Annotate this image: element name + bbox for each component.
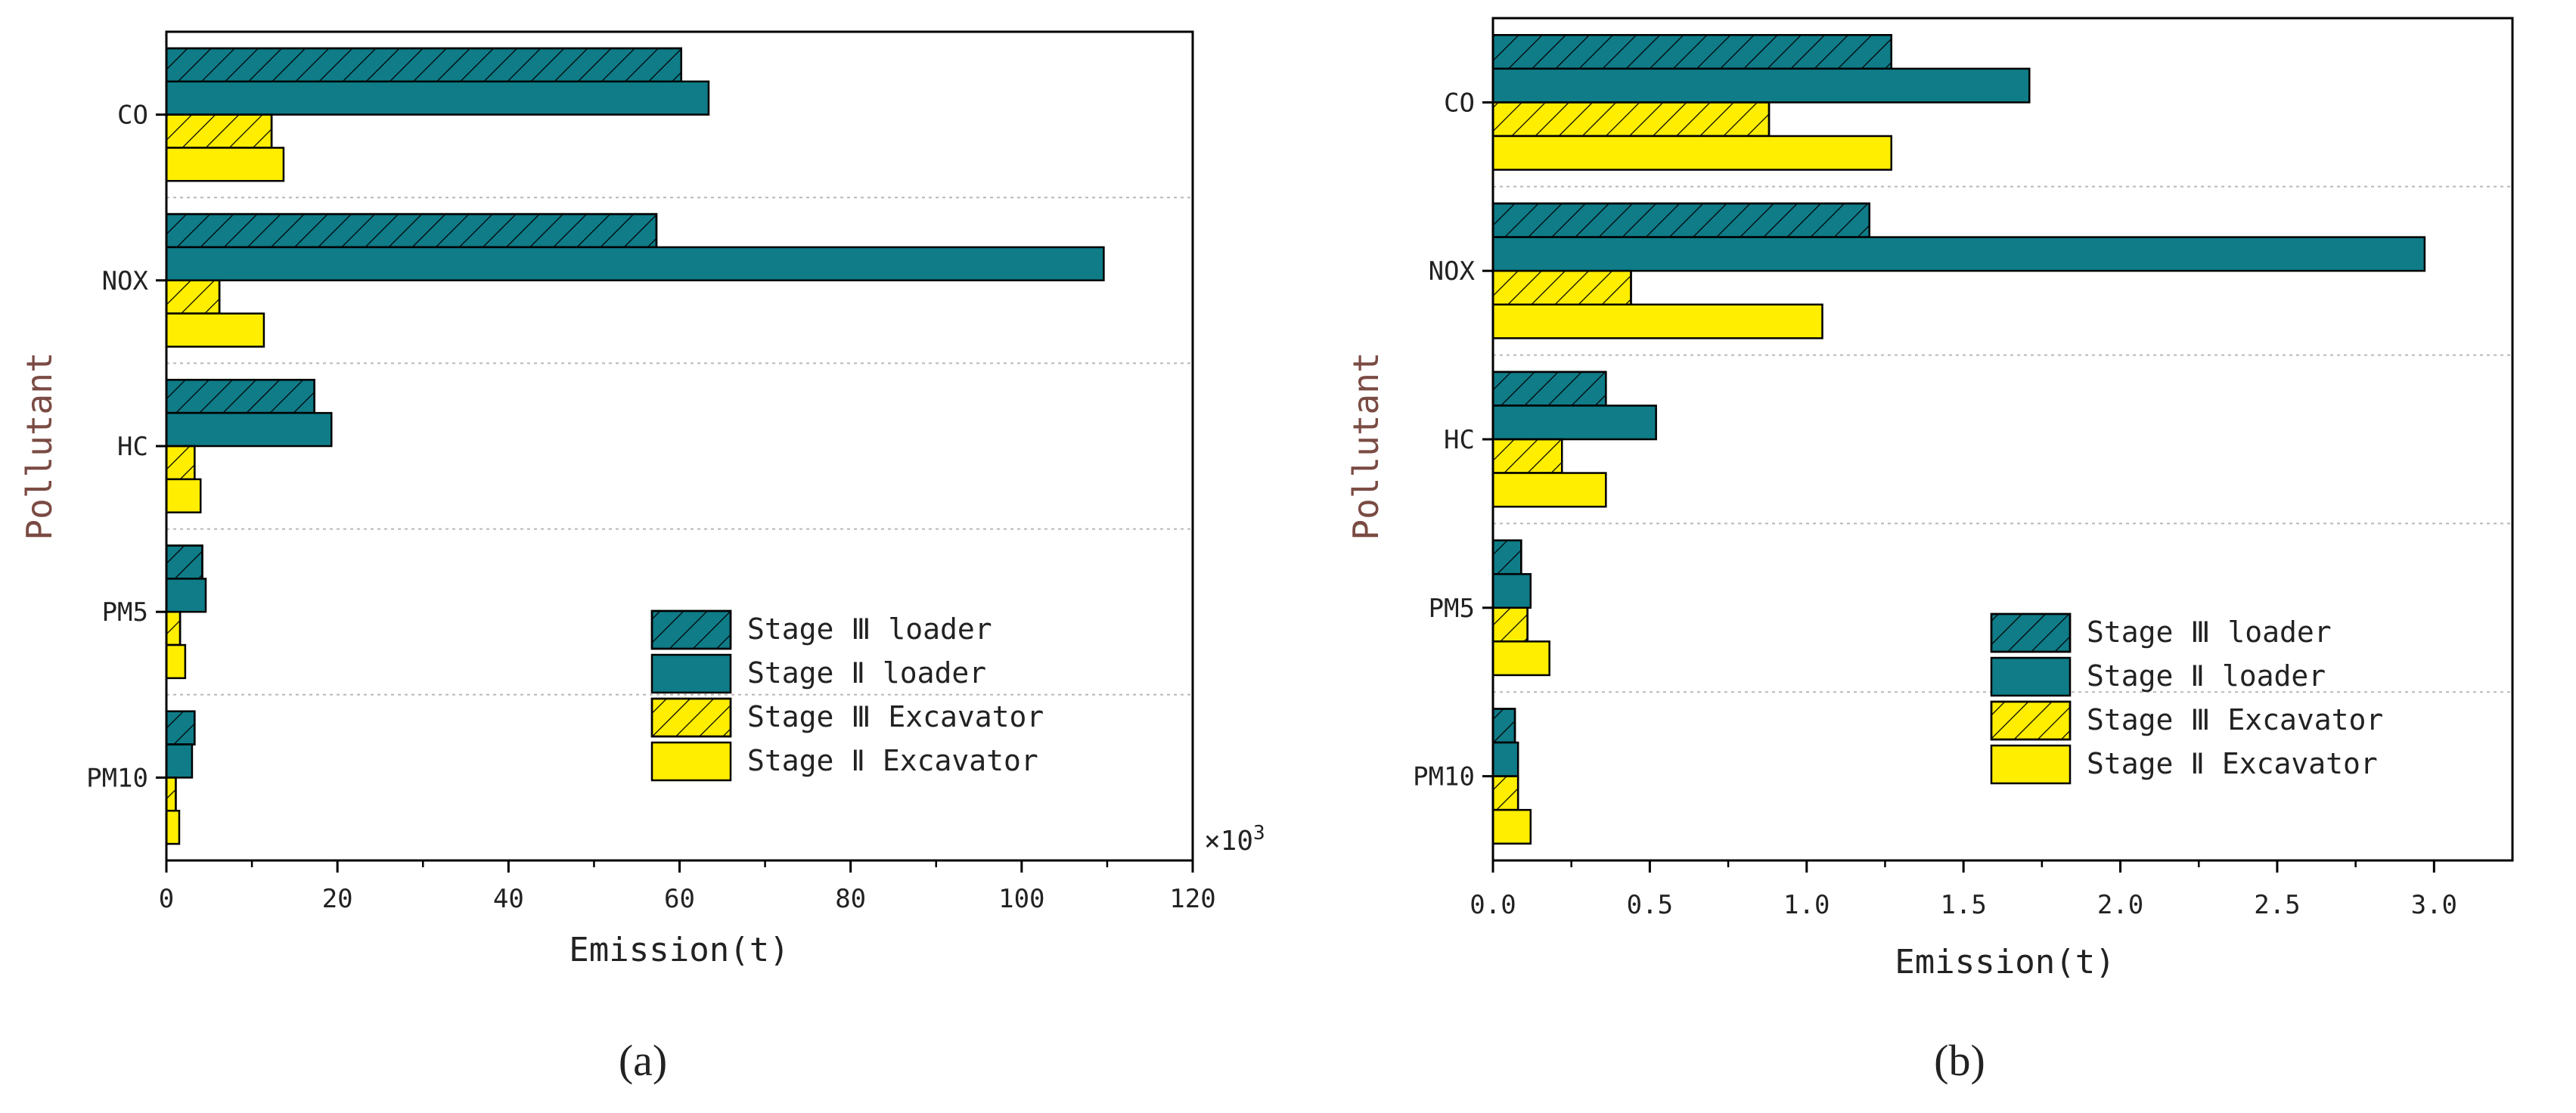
bar-nox-series-1 (1491, 236, 2426, 272)
panel-a: CO NOX HC PM5 PM10 0 20 40 60 80 100 120 ×103 Emissio… (19, 30, 1265, 1085)
bar-pm10-series-1 (165, 743, 194, 779)
legend-swatch-hatch-0 (1990, 612, 2072, 653)
x-tick-label: 0 (159, 884, 174, 914)
bar-pm5-series-1 (165, 578, 207, 613)
bar-nox-series-1 (165, 246, 1105, 282)
bar-hc-series-1 (1491, 405, 1657, 441)
legend-swatch-hatch-2 (1990, 700, 2072, 741)
bar-pm10-series-1 (1491, 741, 1519, 777)
legend-swatch-3 (1990, 744, 2072, 785)
y-tick-label-pm5: PM5 (102, 597, 148, 628)
panel-b: CO NOX HC PM5 PM10 0.0 0.5 1.0 1.5 2.0 2.5 3.0 Emiss… (1345, 17, 2514, 1085)
y-tick-label-pm10: PM10 (86, 763, 148, 793)
y-tick-label-hc: HC (117, 432, 148, 462)
bar-hatch-pm5-series-0 (165, 544, 203, 580)
legend-swatch-hatch-2 (650, 697, 732, 738)
y-tick-label-co: CO (1444, 88, 1475, 118)
bar-hc-series-3 (1491, 472, 1607, 508)
legend-swatch-1 (650, 653, 732, 694)
x-tick-label: 60 (664, 884, 695, 914)
bar-hatch-pm10-series-2 (165, 777, 177, 812)
legend-label-3: Stage Ⅱ Excavator (747, 744, 1038, 777)
bar-pm10-series-3 (1491, 808, 1532, 845)
legend-swatch-hatch-0 (650, 609, 732, 650)
bar-hatch-pm10-series-2 (1491, 775, 1519, 811)
bar-hatch-co-series-2 (165, 113, 273, 149)
x-multiplier-label: ×103 (1204, 822, 1265, 857)
bar-hatch-co-series-0 (165, 47, 683, 83)
bar-hatch-co-series-0 (1491, 34, 1893, 70)
x-tick-label: 2.0 (2097, 890, 2143, 920)
bar-co-series-3 (165, 147, 285, 182)
x-tick-label: 20 (322, 884, 353, 914)
legend-label-1: Stage Ⅱ loader (747, 656, 986, 690)
y-axis-title: Pollutant (19, 352, 60, 540)
legend-label-1: Stage Ⅱ loader (2087, 659, 2326, 693)
bar-hatch-nox-series-0 (1491, 202, 1870, 238)
bar-hatch-nox-series-0 (165, 212, 658, 249)
x-tick-label: 120 (1169, 884, 1215, 914)
x-tick-label: 1.0 (1783, 890, 1830, 920)
bar-pm5-series-3 (1491, 640, 1550, 677)
legend-label-0: Stage Ⅲ loader (2087, 615, 2332, 649)
bar-pm5-series-3 (165, 643, 187, 680)
bar-co-series-3 (1491, 135, 1893, 171)
bar-hatch-hc-series-2 (165, 445, 196, 481)
bar-hatch-co-series-2 (1491, 101, 1771, 138)
y-tick-label-nox: NOX (1429, 256, 1476, 287)
panel-label: (b) (1934, 1036, 1985, 1085)
bar-hatch-nox-series-2 (1491, 269, 1632, 306)
bar-hatch-pm5-series-2 (165, 610, 182, 646)
x-tick-label: 0.5 (1627, 890, 1673, 920)
legend-swatch-1 (1990, 656, 2072, 697)
x-tick-label: 1.5 (1940, 890, 1986, 920)
x-axis-title: Emission(t) (1895, 943, 2115, 981)
bar-hatch-nox-series-2 (165, 279, 221, 315)
y-tick-label-pm5: PM5 (1429, 594, 1475, 624)
bar-hc-series-1 (165, 411, 333, 448)
x-multiplier-exp: 3 (1253, 822, 1265, 845)
bar-hc-series-3 (165, 478, 202, 513)
bar-co-series-1 (165, 80, 710, 116)
legend-label-3: Stage Ⅱ Excavator (2087, 747, 2378, 780)
bar-pm5-series-1 (1491, 572, 1532, 609)
x-tick-label: 2.5 (2254, 890, 2300, 920)
legend-swatch-3 (650, 741, 732, 782)
bar-hatch-hc-series-0 (165, 379, 315, 414)
x-multiplier-base: ×10 (1204, 826, 1253, 857)
bar-nox-series-3 (165, 312, 265, 348)
x-tick-label: 3.0 (2411, 890, 2457, 920)
legend: Stage Ⅲ loader Stage Ⅱ loader Stage Ⅲ Exca… (1990, 612, 2383, 785)
bar-pm10-series-3 (165, 809, 181, 845)
bar-hatch-pm5-series-0 (1491, 539, 1522, 575)
bar-co-series-1 (1491, 67, 2031, 104)
bar-hatch-hc-series-0 (1491, 370, 1607, 407)
x-tick-label: 80 (835, 884, 866, 914)
y-tick-label-nox: NOX (102, 266, 149, 296)
legend-label-2: Stage Ⅲ Excavator (2087, 703, 2383, 736)
legend-label-2: Stage Ⅲ Excavator (747, 700, 1044, 733)
bar-hatch-pm10-series-0 (165, 710, 196, 746)
panel-label: (a) (619, 1036, 667, 1085)
x-tick-label: 40 (493, 884, 524, 914)
y-tick-label-pm10: PM10 (1413, 762, 1475, 792)
y-axis-title: Pollutant (1345, 352, 1386, 540)
bar-hatch-hc-series-2 (1491, 438, 1563, 474)
bar-nox-series-3 (1491, 303, 1823, 339)
y-tick-label-co: CO (117, 101, 148, 131)
y-tick-label-hc: HC (1444, 425, 1475, 455)
x-axis-title: Emission(t) (569, 931, 789, 969)
bar-hatch-pm5-series-2 (1491, 606, 1529, 643)
x-tick-label: 0.0 (1470, 890, 1516, 920)
legend: Stage Ⅲ loader Stage Ⅱ loader Stage Ⅲ Exca… (650, 609, 1044, 782)
bar-hatch-pm10-series-0 (1491, 708, 1516, 744)
legend-label-0: Stage Ⅲ loader (747, 612, 992, 646)
x-tick-label: 100 (998, 884, 1044, 914)
